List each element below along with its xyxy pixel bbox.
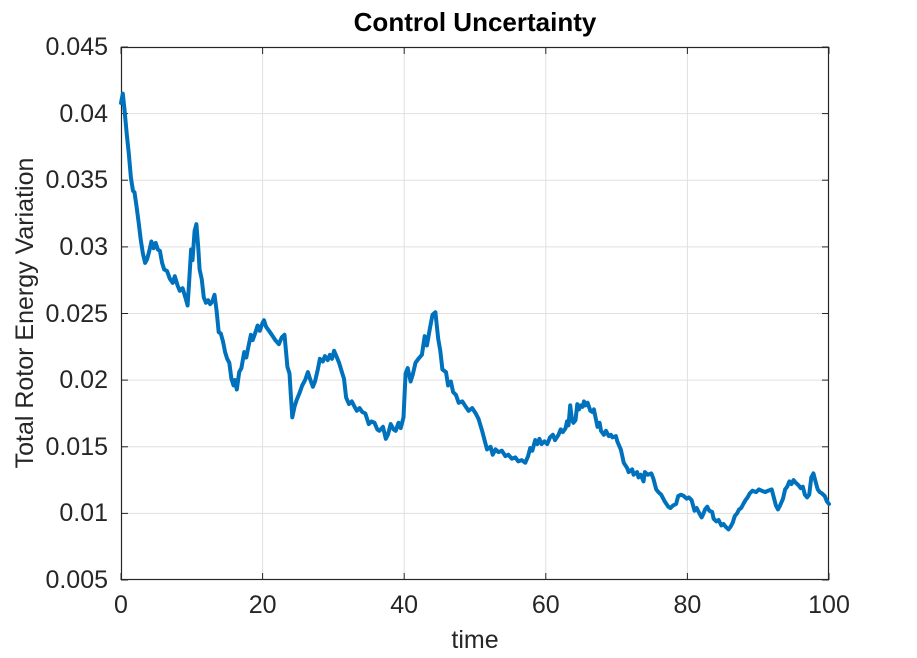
chart-title: Control Uncertainty [353, 7, 597, 37]
x-tick-label: 0 [114, 591, 128, 619]
axes-canvas [119, 46, 831, 581]
plot-area [119, 46, 831, 581]
y-tick-label: 0.005 [45, 566, 108, 594]
x-tick-label: 80 [673, 591, 702, 619]
x-tick-label: 60 [531, 591, 560, 619]
x-tick-label: 20 [248, 591, 277, 619]
y-tick-label: 0.025 [45, 299, 108, 328]
y-tick-label: 0.04 [59, 99, 108, 128]
x-tick-label: 100 [808, 591, 850, 619]
y-tick-label: 0.045 [45, 33, 108, 61]
y-tick-label: 0.015 [45, 432, 108, 461]
series-line [119, 91, 831, 532]
y-tick-label: 0.035 [45, 166, 108, 195]
y-tick-label: 0.03 [59, 232, 108, 261]
x-tick-label: 40 [390, 591, 419, 619]
x-axis-label: time [451, 626, 499, 654]
y-tick-label: 0.01 [59, 499, 108, 528]
y-tick-label: 0.02 [59, 366, 108, 395]
